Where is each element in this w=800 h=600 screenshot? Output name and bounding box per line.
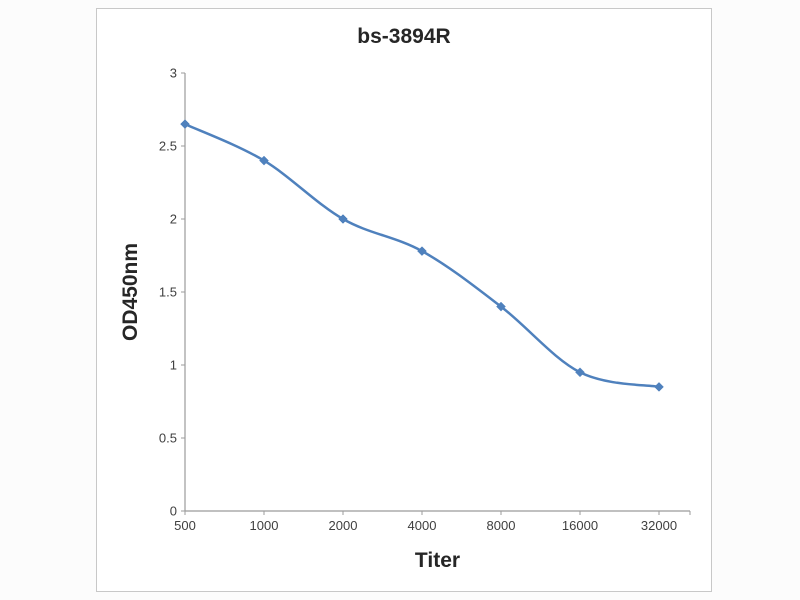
plot-area: 0 0.5 1 1.5 2 2.5 3 500 1000 2000 4000 8000 16000 320… (159, 66, 691, 533)
data-point-marker (654, 382, 664, 392)
y-tick-label: 0.5 (159, 431, 177, 446)
y-tick-label: 3 (170, 66, 177, 81)
x-tick-label: 2000 (329, 518, 358, 533)
x-tick-label: 32000 (641, 518, 677, 533)
y-tick-label: 0 (170, 504, 177, 519)
y-tick-label: 1.5 (159, 285, 177, 300)
chart-panel: bs-3894R OD450nm 0 0.5 1 1.5 2 2.5 3 500 1000 200… (96, 8, 712, 592)
data-point-marker (496, 301, 506, 312)
x-tick-label: 4000 (408, 518, 437, 533)
data-point-marker (417, 246, 427, 256)
data-point-marker (338, 214, 348, 224)
x-axis-title: Titer (414, 549, 461, 572)
data-point-marker (180, 119, 190, 129)
data-point-marker (259, 155, 269, 166)
x-tick-label: 8000 (487, 518, 516, 533)
y-tick-label: 1 (170, 358, 177, 373)
data-point-marker (575, 367, 585, 378)
x-tick-label: 16000 (562, 518, 598, 533)
y-tick-label: 2 (170, 212, 177, 227)
y-tick-label: 2.5 (159, 139, 177, 154)
x-tick-label: 1000 (250, 518, 279, 533)
x-tick-label: 500 (174, 518, 196, 533)
chart-title: bs-3894R (357, 25, 451, 48)
